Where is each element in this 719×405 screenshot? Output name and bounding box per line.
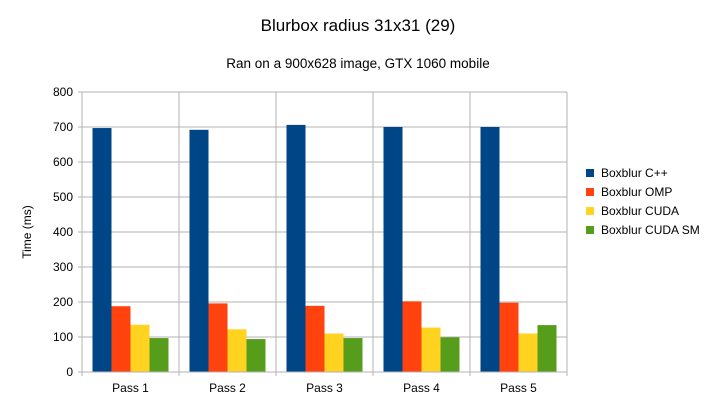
legend-swatch [586, 207, 594, 215]
bar [227, 329, 247, 372]
legend-label: Boxblur OMP [601, 185, 672, 199]
y-tick-label: 500 [53, 190, 73, 204]
legend-swatch [586, 226, 594, 234]
bar [246, 339, 266, 372]
bar [402, 301, 422, 372]
x-axis-ticks: Pass 1 Pass 2 Pass 3 Pass 4 Pass 5 [81, 372, 568, 395]
y-axis-ticks: 0 100 200 300 400 500 600 700 800 [53, 85, 82, 379]
bar [111, 306, 131, 372]
bar [208, 303, 228, 372]
bar [149, 338, 169, 372]
bar [518, 333, 538, 372]
chart-title: Blurbox radius 31x31 (29) [261, 16, 456, 35]
bars [92, 124, 557, 373]
bar [480, 127, 500, 372]
bar [440, 337, 460, 372]
y-tick-label: 300 [53, 260, 73, 274]
y-tick-label: 600 [53, 155, 73, 169]
legend-swatch [586, 169, 594, 177]
y-tick-label: 100 [53, 330, 73, 344]
y-tick-label: 800 [53, 85, 73, 99]
bar [537, 325, 557, 372]
legend-label: Boxblur CUDA SM [601, 223, 700, 237]
bar [189, 129, 209, 372]
bar [421, 327, 441, 372]
bar [130, 324, 150, 372]
x-tick-label: Pass 1 [112, 381, 149, 395]
bar [343, 338, 363, 372]
legend-label: Boxblur C++ [601, 166, 668, 180]
y-tick-label: 700 [53, 120, 73, 134]
legend-label: Boxblur CUDA [601, 204, 679, 218]
y-axis-label: Time (ms) [20, 205, 34, 259]
bar [305, 305, 325, 372]
bar [383, 127, 403, 372]
y-tick-label: 200 [53, 295, 73, 309]
bar [286, 124, 306, 373]
x-tick-label: Pass 3 [306, 381, 343, 395]
bar [499, 302, 519, 372]
x-tick-label: Pass 5 [500, 381, 537, 395]
legend-swatch [586, 188, 594, 196]
gridlines [82, 91, 567, 373]
chart-subtitle: Ran on a 900x628 image, GTX 1060 mobile [226, 56, 489, 71]
y-tick-label: 400 [53, 225, 73, 239]
legend: Boxblur C++ Boxblur OMP Boxblur CUDA Boxblu… [586, 166, 700, 237]
y-tick-label: 0 [66, 365, 73, 379]
x-tick-label: Pass 2 [209, 381, 246, 395]
bar [324, 333, 344, 372]
bar [92, 128, 112, 372]
x-tick-label: Pass 4 [403, 381, 440, 395]
